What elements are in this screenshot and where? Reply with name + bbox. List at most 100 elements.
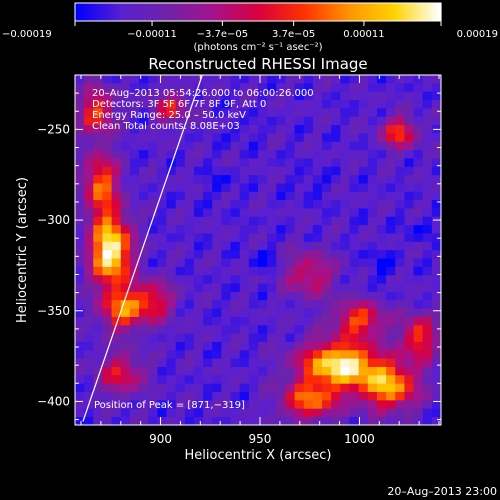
- heatmap-cell: [175, 358, 186, 368]
- heatmap-cell: [358, 225, 369, 234]
- heatmap-cell: [386, 200, 396, 209]
- heatmap-cell: [340, 283, 350, 293]
- heatmap-cell: [303, 341, 314, 351]
- heatmap-cell: [413, 300, 424, 310]
- heatmap-cell: [212, 400, 222, 410]
- heatmap-cell: [422, 141, 433, 151]
- colorbar-cell: [138, 3, 142, 21]
- heatmap-cell: [322, 225, 332, 234]
- colorbar-cell: [114, 3, 118, 21]
- heatmap-cell: [203, 183, 213, 193]
- heatmap-cell: [157, 350, 167, 360]
- heatmap-cell: [258, 141, 268, 151]
- heatmap-cell: [166, 283, 177, 293]
- colorbar-cell: [297, 3, 301, 21]
- heatmap-cell: [276, 158, 286, 168]
- heatmap-cell: [248, 275, 259, 285]
- heatmap-cell: [166, 300, 177, 310]
- heatmap-cell: [349, 350, 360, 360]
- heatmap-cell: [175, 350, 186, 360]
- colorbar-cell: [216, 3, 220, 21]
- heatmap-cell: [212, 216, 222, 226]
- heatmap-cell: [148, 308, 158, 318]
- heatmap-cell: [157, 108, 167, 118]
- heatmap-cell: [102, 241, 113, 251]
- heatmap-cell: [111, 283, 122, 293]
- heatmap-cell: [184, 250, 195, 260]
- heatmap-cell: [285, 275, 296, 285]
- heatmap-cell: [331, 175, 341, 184]
- heatmap-cell: [367, 141, 378, 151]
- heatmap-cell: [358, 366, 369, 376]
- colorbar-cell: [375, 3, 379, 21]
- heatmap-cell: [93, 116, 103, 126]
- heatmap-cell: [148, 291, 158, 301]
- heatmap-cell: [175, 366, 186, 376]
- heatmap-cell: [322, 83, 332, 93]
- heatmap-cell: [276, 191, 286, 201]
- heatmap-cell: [395, 241, 405, 251]
- heatmap-cell: [120, 391, 131, 401]
- colorbar-cell: [117, 3, 121, 21]
- heatmap-cell: [358, 350, 369, 360]
- heatmap-cell: [120, 283, 131, 293]
- heatmap-cell: [267, 158, 277, 168]
- heatmap-cell: [221, 133, 232, 143]
- heatmap-cell: [203, 191, 213, 201]
- heatmap-cell: [102, 391, 113, 401]
- heatmap-cell: [239, 383, 250, 393]
- heatmap-cell: [175, 316, 186, 326]
- heatmap-cell: [84, 341, 94, 351]
- heatmap-cell: [230, 216, 241, 226]
- heatmap-cell: [294, 175, 305, 184]
- heatmap-cell: [294, 266, 305, 276]
- heatmap-cell: [166, 108, 177, 118]
- heatmap-cell: [166, 316, 177, 326]
- heatmap-cell: [349, 417, 360, 425]
- heatmap-cell: [212, 316, 222, 326]
- heatmap-cell: [175, 283, 186, 293]
- heatmap-cell: [230, 375, 241, 385]
- heatmap-cell: [258, 408, 268, 418]
- heatmap-cell: [111, 133, 122, 143]
- heatmap-cell: [358, 166, 369, 176]
- heatmap-cell: [139, 283, 149, 293]
- heatmap-cell: [358, 175, 369, 184]
- heatmap-cell: [395, 166, 405, 176]
- y-tick-label: −250: [37, 122, 70, 136]
- heatmap-cell: [331, 100, 341, 109]
- heatmap-cell: [285, 266, 296, 276]
- heatmap-cell: [404, 166, 415, 176]
- heatmap-cell: [431, 116, 441, 126]
- heatmap-cell: [239, 208, 250, 218]
- heatmap-cell: [203, 375, 213, 385]
- heatmap-cell: [413, 216, 424, 226]
- heatmap-cell: [193, 375, 204, 385]
- heatmap-cell: [175, 108, 186, 118]
- heatmap-cell: [358, 183, 369, 193]
- heatmap-cell: [285, 383, 296, 393]
- heatmap-cell: [303, 325, 314, 335]
- heatmap-cell: [129, 350, 140, 360]
- heatmap-cell: [331, 400, 341, 410]
- heatmap-cell: [294, 300, 305, 310]
- colorbar-cell: [207, 3, 211, 21]
- heatmap-cell: [93, 275, 103, 285]
- heatmap-cell: [267, 283, 277, 293]
- heatmap-cell: [175, 383, 186, 393]
- heatmap-cell: [322, 108, 332, 118]
- heatmap-cell: [312, 383, 323, 393]
- heatmap-cell: [340, 291, 350, 301]
- colorbar-cell: [423, 3, 427, 21]
- heatmap-cell: [75, 408, 85, 418]
- heatmap-cell: [193, 266, 204, 276]
- heatmap-cell: [212, 258, 222, 268]
- heatmap-cell: [322, 233, 332, 243]
- heatmap-cell: [376, 250, 387, 260]
- heatmap-cell: [331, 366, 341, 376]
- heatmap-cell: [267, 133, 277, 143]
- heatmap-cell: [422, 183, 433, 193]
- heatmap-cell: [84, 208, 94, 218]
- heatmap-cell: [120, 333, 131, 343]
- heatmap-cell: [340, 325, 350, 335]
